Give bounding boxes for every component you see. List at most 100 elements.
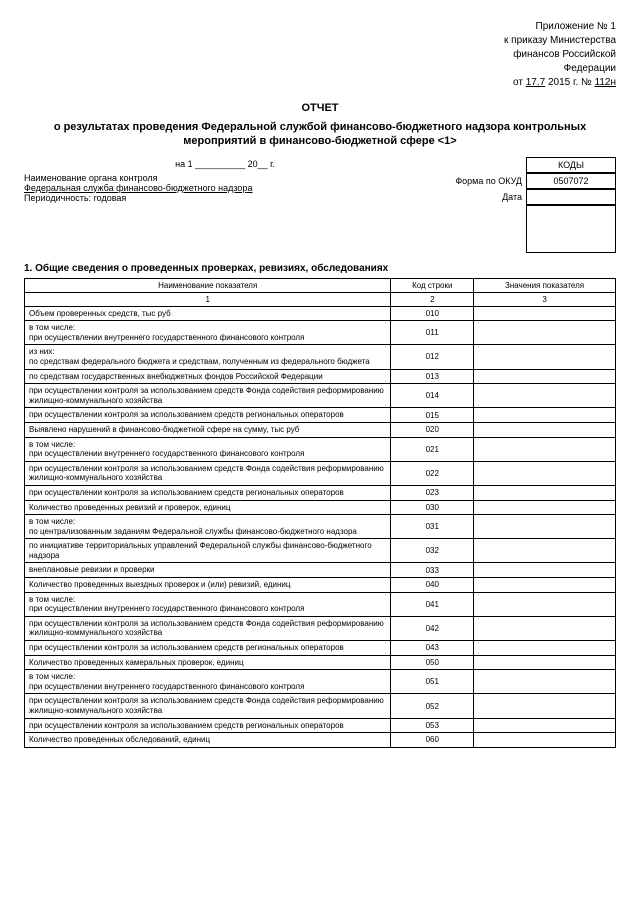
row-code: 031 (391, 515, 474, 539)
row-value (474, 578, 616, 593)
table-row: Количество проведенных ревизий и проверо… (25, 500, 616, 515)
row-name: при осуществлении контроля за использова… (25, 718, 391, 733)
row-name: при осуществлении контроля за использова… (25, 641, 391, 656)
row-value (474, 437, 616, 461)
org-value: Федеральная служба финансово-бюджетного … (24, 183, 426, 193)
row-value (474, 408, 616, 423)
table-row: Количество проведенных обследований, еди… (25, 733, 616, 748)
table-row: при осуществлении контроля за использова… (25, 408, 616, 423)
table-row: в том числе: при осуществлении внутренне… (25, 437, 616, 461)
table-row: внеплановые ревизии и проверки033 (25, 563, 616, 578)
table-row: в том числе: при осуществлении внутренне… (25, 670, 616, 694)
row-code: 033 (391, 563, 474, 578)
row-value (474, 718, 616, 733)
appendix-header: Приложение № 1 к приказу Министерства фи… (24, 20, 616, 90)
row-value (474, 384, 616, 408)
row-code: 020 (391, 422, 474, 437)
table-row: из них: по средствам федерального бюджет… (25, 345, 616, 369)
row-name: Количество проведенных камеральных прове… (25, 655, 391, 670)
row-value (474, 563, 616, 578)
row-name: внеплановые ревизии и проверки (25, 563, 391, 578)
row-code: 011 (391, 321, 474, 345)
row-code: 012 (391, 345, 474, 369)
row-value (474, 616, 616, 640)
main-table: Наименование показателя Код строки Значе… (24, 278, 616, 748)
row-name: при осуществлении контроля за использова… (25, 485, 391, 500)
row-name: Объем проверенных средств, тыс руб (25, 306, 391, 321)
appendix-line1: Приложение № 1 (24, 20, 616, 34)
row-name: Количество проведенных обследований, еди… (25, 733, 391, 748)
row-code: 030 (391, 500, 474, 515)
appendix-date: от 17.7 2015 г. № 112н (24, 76, 616, 90)
th-val: Значения показателя (474, 278, 616, 292)
row-value (474, 369, 616, 384)
row-value (474, 592, 616, 616)
table-row: по средствам государственных внебюджетны… (25, 369, 616, 384)
th-code: Код строки (391, 278, 474, 292)
appendix-line2: к приказу Министерства (24, 34, 616, 48)
row-code: 021 (391, 437, 474, 461)
row-code: 014 (391, 384, 474, 408)
period-label: Периодичность: годовая (24, 193, 426, 203)
row-name: при осуществлении контроля за использова… (25, 461, 391, 485)
row-value (474, 461, 616, 485)
row-value (474, 515, 616, 539)
row-name: при осуществлении контроля за использова… (25, 616, 391, 640)
row-value (474, 694, 616, 718)
row-name: по средствам государственных внебюджетны… (25, 369, 391, 384)
row-value (474, 422, 616, 437)
row-code: 032 (391, 539, 474, 563)
row-code: 060 (391, 733, 474, 748)
row-name: Количество проведенных ревизий и проверо… (25, 500, 391, 515)
row-value (474, 485, 616, 500)
row-value (474, 306, 616, 321)
table-row: Количество проведенных камеральных прове… (25, 655, 616, 670)
row-name: в том числе: при осуществлении внутренне… (25, 437, 391, 461)
table-row: Выявлено нарушений в финансово-бюджетной… (25, 422, 616, 437)
row-name: в том числе: при осуществлении внутренне… (25, 592, 391, 616)
row-code: 050 (391, 655, 474, 670)
section-1-heading: 1. Общие сведения о проведенных проверка… (24, 263, 616, 274)
row-code: 043 (391, 641, 474, 656)
row-name: в том числе: при осуществлении внутренне… (25, 670, 391, 694)
row-value (474, 321, 616, 345)
row-code: 042 (391, 616, 474, 640)
table-row: при осуществлении контроля за использова… (25, 384, 616, 408)
row-value (474, 539, 616, 563)
th-name: Наименование показателя (25, 278, 391, 292)
table-row: в том числе: при осуществлении внутренне… (25, 321, 616, 345)
org-block: Наименование органа контроля Федеральная… (24, 173, 426, 203)
row-name: при осуществлении контроля за использова… (25, 384, 391, 408)
row-code: 022 (391, 461, 474, 485)
row-name: в том числе: по централизованным задания… (25, 515, 391, 539)
row-code: 015 (391, 408, 474, 423)
table-row: по инициативе территориальных управлений… (25, 539, 616, 563)
org-label: Наименование органа контроля (24, 173, 426, 183)
colnum-2: 2 (391, 292, 474, 306)
doc-title: ОТЧЕТ (24, 102, 616, 114)
table-row: Объем проверенных средств, тыс руб010 (25, 306, 616, 321)
colnum-1: 1 (25, 292, 391, 306)
data-box (526, 189, 616, 205)
table-row: в том числе: при осуществлении внутренне… (25, 592, 616, 616)
row-value (474, 500, 616, 515)
codes-kody: КОДЫ (526, 157, 616, 173)
row-code: 040 (391, 578, 474, 593)
row-code: 010 (391, 306, 474, 321)
row-code: 052 (391, 694, 474, 718)
row-name: из них: по средствам федерального бюджет… (25, 345, 391, 369)
row-name: Количество проведенных выездных проверок… (25, 578, 391, 593)
period-line: на 1 __________ 20__ г. (24, 159, 426, 169)
row-code: 013 (391, 369, 474, 384)
row-value (474, 655, 616, 670)
row-value (474, 733, 616, 748)
row-name: при осуществлении контроля за использова… (25, 694, 391, 718)
row-name: при осуществлении контроля за использова… (25, 408, 391, 423)
appendix-line4: Федерации (24, 62, 616, 76)
table-row: при осуществлении контроля за использова… (25, 616, 616, 640)
okud-label: Форма по ОКУД (455, 176, 522, 186)
table-row: в том числе: по централизованным задания… (25, 515, 616, 539)
row-value (474, 345, 616, 369)
row-code: 023 (391, 485, 474, 500)
row-code: 051 (391, 670, 474, 694)
